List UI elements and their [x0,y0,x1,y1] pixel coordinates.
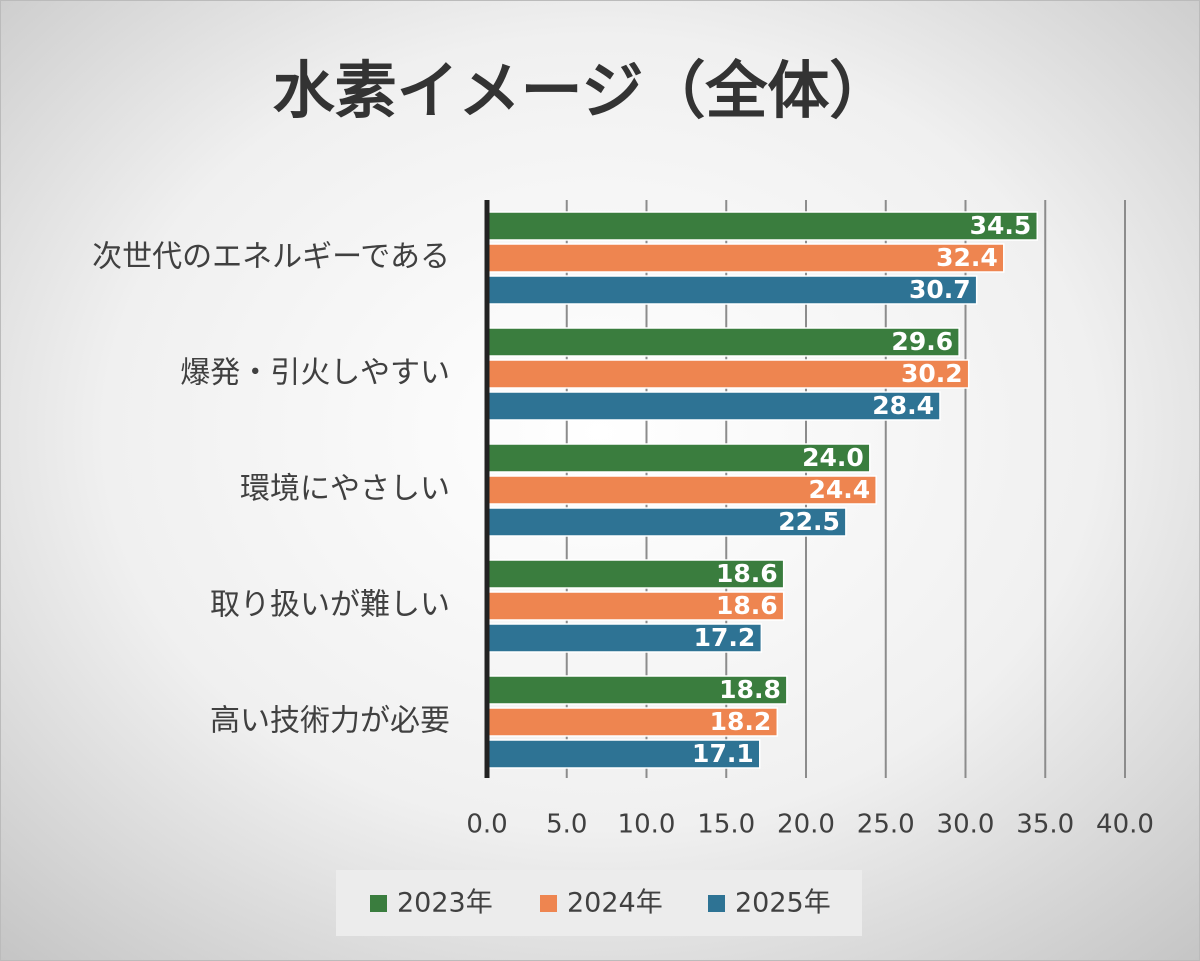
legend-swatch [708,895,725,912]
bar [486,391,941,421]
bar [486,707,779,737]
data-label: 22.5 [778,507,840,536]
x-tick-label: 30.0 [937,810,995,840]
bar [486,327,960,357]
category-label: 次世代のエネルギーである [92,240,450,275]
bar [486,739,761,769]
x-tick-label: 35.0 [1016,810,1074,840]
category-label: 高い技術力が必要 [210,704,450,739]
legend-swatch [540,895,557,912]
data-label: 18.6 [716,591,778,620]
bar [486,675,788,705]
data-label: 30.7 [909,275,971,304]
category-label: 爆発・引火しやすい [180,356,450,391]
bar [486,243,1005,273]
x-tick-label: 15.0 [697,810,755,840]
data-label: 29.6 [891,327,953,356]
bar [486,507,847,537]
data-label: 24.4 [808,475,870,504]
data-label: 28.4 [872,391,934,420]
data-label: 17.2 [694,623,756,652]
x-tick-label: 0.0 [466,810,507,840]
bar [486,359,970,389]
bar [486,559,785,589]
legend-swatch [370,895,387,912]
category-label: 環境にやさしい [240,472,450,507]
legend-label: 2023年 [397,888,493,919]
category-label: 取り扱いが難しい [210,588,450,623]
x-tick-label: 10.0 [618,810,676,840]
data-label: 18.2 [710,707,772,736]
bar [486,443,871,473]
data-label: 18.6 [716,559,778,588]
data-label: 34.5 [970,211,1032,240]
data-label: 32.4 [936,243,998,272]
chart-title: 水素イメージ（全体） [273,54,892,127]
bar [486,211,1039,241]
legend-label: 2025年 [735,888,831,919]
data-label: 18.8 [719,675,781,704]
x-tick-label: 25.0 [857,810,915,840]
bar [486,275,978,305]
x-tick-label: 20.0 [777,810,835,840]
legend-box [336,870,862,936]
bar [486,623,763,653]
data-label: 17.1 [692,739,754,768]
data-label: 24.0 [802,443,864,472]
legend-label: 2024年 [567,888,663,919]
x-tick-label: 40.0 [1096,810,1154,840]
x-tick-label: 5.0 [546,810,587,840]
bar [486,475,877,505]
data-label: 30.2 [901,359,963,388]
